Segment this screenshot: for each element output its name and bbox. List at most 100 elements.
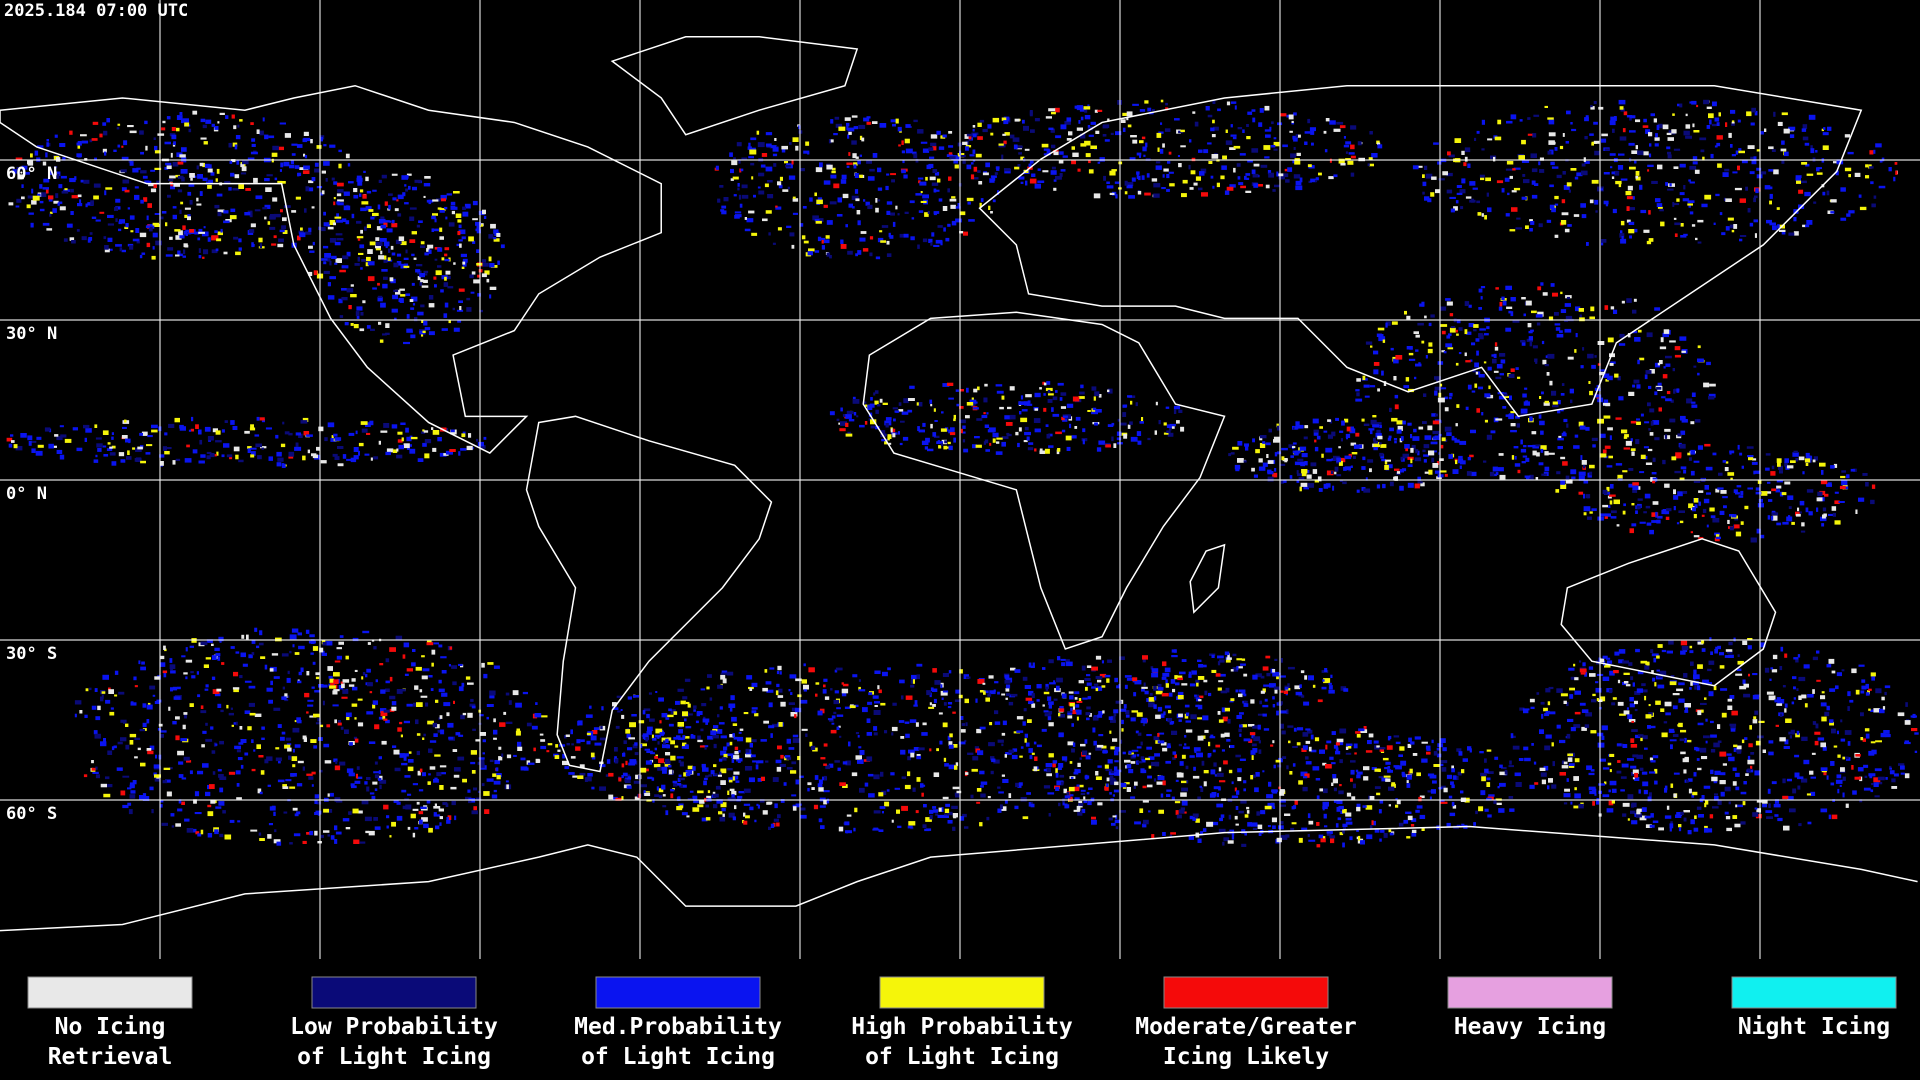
icing-pixel	[1061, 429, 1066, 433]
icing-pixel	[172, 206, 177, 209]
icing-pixel	[223, 251, 228, 255]
icing-pixel	[1440, 383, 1443, 387]
icing-pixel	[599, 737, 607, 741]
icing-pixel	[982, 172, 989, 176]
icing-pixel	[26, 204, 31, 209]
icing-pixel	[1341, 420, 1345, 426]
icing-pixel	[1074, 426, 1078, 429]
icing-pixel	[840, 239, 844, 244]
icing-pixel	[937, 225, 943, 228]
icing-pixel	[1474, 362, 1479, 368]
icing-pixel	[947, 188, 950, 193]
icing-pixel	[1618, 182, 1622, 188]
icing-pixel	[120, 790, 126, 796]
icing-pixel	[479, 732, 486, 736]
icing-pixel	[1481, 119, 1485, 125]
icing-pixel	[1301, 471, 1307, 477]
icing-pixel	[1385, 321, 1391, 326]
icing-pixel	[1479, 174, 1485, 178]
icing-pixel	[959, 419, 966, 424]
icing-pixel	[1714, 532, 1720, 536]
icing-pixel	[1548, 140, 1555, 145]
icing-pixel	[1127, 124, 1132, 128]
icing-pixel	[1458, 352, 1462, 355]
icing-pixel	[480, 224, 484, 227]
icing-pixel	[372, 704, 376, 709]
icing-pixel	[209, 453, 215, 458]
icing-pixel	[1639, 184, 1643, 190]
icing-pixel	[940, 240, 943, 246]
icing-pixel	[1109, 730, 1112, 734]
icing-pixel	[1554, 147, 1558, 151]
icing-pixel	[233, 125, 237, 130]
icing-pixel	[1093, 193, 1101, 199]
icing-pixel	[199, 191, 203, 196]
icing-pixel	[680, 784, 687, 788]
icing-pixel	[1598, 106, 1604, 110]
icing-pixel	[901, 169, 906, 174]
icing-pixel	[215, 743, 218, 746]
icing-pixel	[953, 160, 959, 164]
icing-pixel	[758, 172, 765, 177]
icing-pixel	[1538, 462, 1544, 466]
icing-pixel	[270, 680, 273, 686]
icing-pixel	[1820, 516, 1827, 522]
icing-pixel	[424, 176, 431, 179]
icing-pixel	[278, 238, 284, 243]
icing-pixel	[1299, 446, 1307, 451]
icing-pixel	[1568, 189, 1571, 193]
icing-pixel	[1569, 388, 1574, 394]
icing-pixel	[1535, 314, 1543, 318]
icing-pixel	[1552, 401, 1558, 405]
icing-pixel	[459, 306, 462, 311]
icing-pixel	[593, 727, 600, 730]
icing-pixel	[309, 715, 317, 718]
icing-pixel	[1702, 156, 1705, 161]
icing-pixel	[1767, 186, 1773, 190]
icing-pixel	[153, 183, 157, 188]
icing-pixel	[379, 663, 384, 666]
icing-pixel	[1640, 454, 1646, 459]
icing-pixel	[1601, 133, 1608, 137]
icing-pixel	[337, 199, 344, 202]
icing-pixel	[300, 227, 303, 232]
icing-pixel	[1669, 418, 1676, 423]
icing-pixel	[899, 442, 903, 446]
icing-pixel	[406, 703, 413, 707]
icing-pixel	[235, 454, 239, 460]
icing-pixel	[1005, 422, 1013, 426]
icing-pixel	[366, 711, 374, 715]
icing-pixel	[1637, 486, 1641, 490]
icing-pixel	[142, 703, 147, 708]
icing-pixel	[1193, 182, 1198, 186]
icing-pixel	[707, 674, 712, 678]
icing-pixel	[910, 236, 915, 241]
icing-pixel	[760, 739, 767, 742]
icing-pixel	[103, 454, 109, 457]
icing-pixel	[250, 447, 257, 450]
icing-pixel	[1465, 406, 1469, 410]
icing-pixel	[1646, 332, 1653, 338]
icing-pixel	[372, 287, 377, 290]
icing-pixel	[1348, 453, 1352, 458]
icing-pixel	[416, 264, 423, 267]
icing-pixel	[1588, 381, 1591, 384]
icing-pixel	[1230, 452, 1235, 455]
icing-pixel	[1578, 491, 1584, 495]
icing-pixel	[111, 461, 117, 466]
icing-pixel	[786, 757, 792, 760]
icing-pixel	[772, 153, 778, 157]
icing-pixel	[374, 774, 380, 779]
icing-pixel	[1520, 448, 1527, 453]
icing-pixel	[134, 685, 138, 688]
icing-pixel	[1414, 376, 1417, 380]
icing-pixel	[1556, 174, 1562, 179]
icing-pixel	[431, 427, 434, 430]
icing-pixel	[1342, 481, 1347, 485]
icing-pixel	[1844, 134, 1850, 138]
icing-pixel	[155, 754, 158, 759]
icing-pixel	[839, 428, 846, 432]
icing-pixel	[225, 115, 229, 119]
icing-pixel	[1524, 475, 1531, 478]
icing-pixel	[1365, 341, 1373, 345]
